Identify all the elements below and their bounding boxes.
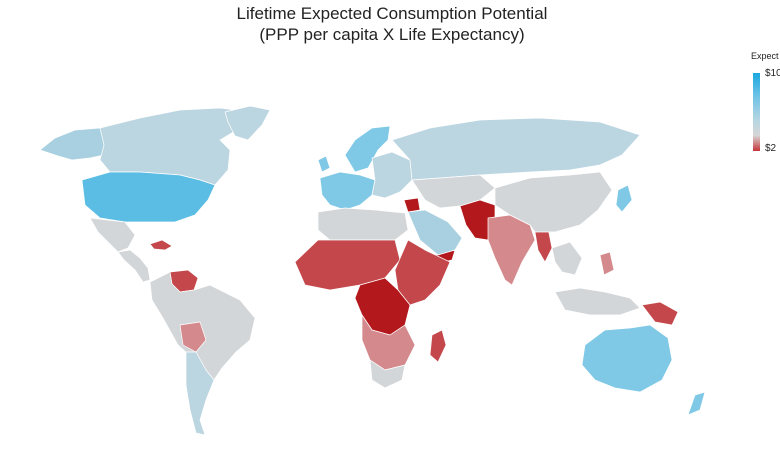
legend-color-scale [753,73,760,151]
legend-title: Expect [751,51,779,61]
region-russia[interactable] [391,117,641,181]
region-china[interactable] [494,171,613,233]
region-canada[interactable] [99,107,251,186]
region-western-europe[interactable] [319,171,376,211]
region-west-africa[interactable] [294,239,401,291]
region-southern-cone[interactable] [185,351,215,436]
region-greenland[interactable] [224,105,271,141]
region-alaska[interactable] [39,127,111,161]
region-british-isles[interactable] [317,155,331,173]
region-india[interactable] [487,214,536,286]
region-east-africa[interactable] [394,239,451,306]
region-syria[interactable] [403,197,421,213]
region-eastern-europe[interactable] [371,151,413,199]
region-scandinavia[interactable] [344,125,391,173]
region-japan[interactable] [615,184,633,213]
region-southeast-asia[interactable] [551,241,583,276]
region-bolivia[interactable] [179,321,207,353]
region-philippines[interactable] [599,251,615,276]
region-north-africa[interactable] [317,207,409,241]
region-mexico[interactable] [89,217,136,253]
legend-max-label: $10 [765,68,780,79]
region-united-states[interactable] [81,171,216,223]
region-papua-new-guinea[interactable] [641,301,679,326]
region-indonesia[interactable] [554,287,641,316]
legend-min-label: $2 [765,143,777,154]
map-title-line-1: Lifetime Expected Consumption Potential [236,4,548,23]
region-south-america[interactable] [149,271,256,381]
region-southern-africa[interactable] [361,314,416,371]
region-south-africa[interactable] [369,359,406,389]
region-arabian-peninsula[interactable] [407,209,463,256]
region-australia[interactable] [581,324,673,393]
region-new-zealand[interactable] [687,391,706,416]
region-central-america[interactable] [117,249,151,283]
region-myanmar[interactable] [534,227,553,263]
region-caribbean[interactable] [149,239,173,251]
region-madagascar[interactable] [429,329,447,363]
map-title-line-2: (PPP per capita X Life Expectancy) [259,25,525,44]
color-legend: Expect $10 $2 [751,51,780,161]
map-title: Lifetime Expected Consumption Potential … [0,3,780,45]
